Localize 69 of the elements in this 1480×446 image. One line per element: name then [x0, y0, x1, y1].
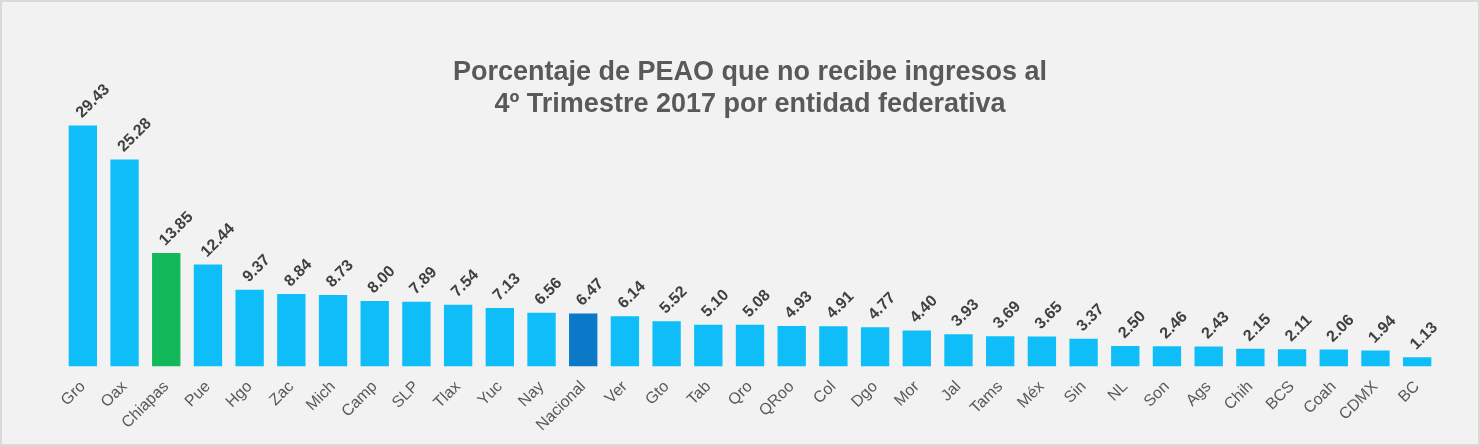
x-tick-label: Sin	[1060, 377, 1089, 406]
x-tick-label: Col	[809, 377, 839, 407]
bar	[777, 326, 806, 367]
bar	[1236, 348, 1265, 367]
x-tick-label: Chih	[1220, 377, 1256, 413]
bar	[443, 304, 473, 367]
data-label: 7.54	[447, 265, 482, 300]
data-label: 6.56	[530, 273, 565, 308]
bar	[1027, 336, 1057, 367]
bar	[193, 264, 223, 367]
bar	[235, 289, 264, 367]
bar	[318, 294, 348, 367]
x-tick-label: BC	[1394, 377, 1423, 406]
bar	[1111, 345, 1140, 367]
bar	[902, 330, 931, 367]
bar	[527, 312, 556, 367]
bar	[1194, 346, 1223, 367]
bar	[860, 327, 890, 367]
bar	[485, 308, 514, 367]
bar	[652, 321, 681, 367]
bar	[152, 253, 181, 367]
x-tick-label: Ags	[1182, 377, 1214, 409]
bar	[1277, 349, 1307, 367]
data-label: 2.11	[1281, 310, 1315, 345]
bar	[360, 300, 389, 367]
bar	[610, 316, 640, 367]
bar	[1319, 349, 1348, 367]
x-tick-label: Ver	[601, 376, 631, 407]
data-label: 7.89	[405, 262, 440, 298]
data-label: 3.69	[989, 297, 1024, 332]
x-tick-label: Qro	[724, 377, 756, 409]
x-tick-label: Dgo	[847, 377, 881, 411]
bar	[68, 125, 98, 367]
x-tick-label: NL	[1104, 377, 1131, 404]
x-tick-label: Son	[1140, 377, 1173, 410]
bar	[1402, 357, 1432, 367]
bar	[402, 301, 431, 367]
data-label: 8.00	[363, 262, 399, 297]
bar	[735, 324, 765, 367]
data-label: 8.73	[322, 256, 357, 291]
x-tick-label: Mor	[890, 376, 923, 409]
x-tick-label: Zac	[265, 377, 297, 409]
data-label: 4.93	[780, 287, 816, 322]
x-tick-label: SLP	[388, 377, 422, 411]
data-label: 4.40	[906, 291, 941, 326]
x-tick-label: Gto	[641, 377, 672, 408]
bar	[944, 334, 973, 367]
x-tick-label: Jal	[937, 377, 964, 404]
data-label: 4.91	[822, 287, 857, 322]
x-tick-label: Pue	[181, 377, 214, 410]
bar	[694, 324, 723, 367]
x-tick-label: Méx	[1013, 377, 1048, 411]
data-label: 5.52	[655, 282, 690, 317]
bar	[986, 336, 1015, 367]
data-label: 3.93	[947, 295, 982, 330]
x-tick-label: Gro	[57, 377, 89, 409]
x-tick-label: Tab	[683, 377, 714, 408]
bar	[277, 294, 306, 367]
x-tick-label: Hgo	[222, 377, 255, 411]
bar	[1361, 350, 1390, 367]
data-label: 7.13	[489, 269, 524, 304]
bar	[1069, 338, 1098, 367]
bar	[1152, 346, 1182, 367]
x-tick-label: Tlax	[429, 377, 464, 411]
bar	[819, 326, 848, 367]
x-tick-label: Yuc	[474, 377, 506, 409]
bar	[569, 313, 598, 367]
bar	[110, 159, 139, 367]
chart-title: Porcentaje de PEAO que no recibe ingresos al 4º Trimestre 2017 por entidad federativa	[452, 55, 1048, 119]
